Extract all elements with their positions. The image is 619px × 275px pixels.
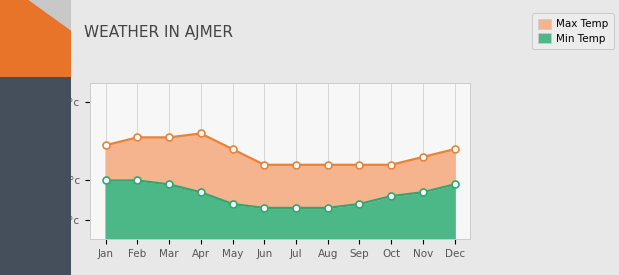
Text: WEATHER IN AJMER: WEATHER IN AJMER (84, 25, 233, 40)
Legend: Max Temp, Min Temp: Max Temp, Min Temp (532, 13, 614, 49)
Polygon shape (0, 0, 71, 77)
